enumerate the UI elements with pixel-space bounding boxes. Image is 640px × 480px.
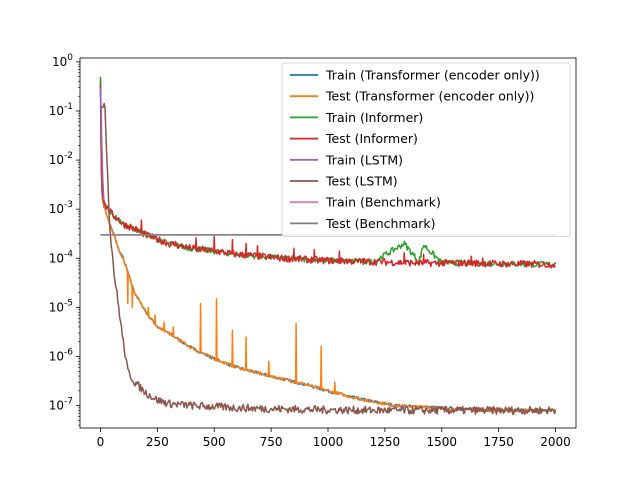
x-tick-label: 1250 <box>370 435 401 449</box>
legend-label-train-lstm: Train (LSTM) <box>325 152 403 167</box>
legend-label-train-transformer-encoder-only: Train (Transformer (encoder only)) <box>325 68 540 83</box>
legend-label-test-benchmark: Test (Benchmark) <box>325 216 436 231</box>
legend-box <box>281 62 571 238</box>
x-tick-label: 500 <box>203 435 226 449</box>
legend: Train (Transformer (encoder only)) Test (… <box>281 62 571 238</box>
series-line-test-informer <box>99 84 557 269</box>
x-axis: 0 250 500 750 1000 1250 1500 1750 2000 <box>97 428 571 449</box>
x-tick-label: 750 <box>260 435 283 449</box>
legend-label-train-benchmark: Train (Benchmark) <box>325 195 441 210</box>
x-tick-label: 2000 <box>540 435 571 449</box>
x-tick-label: 1500 <box>426 435 457 449</box>
x-tick-label: 0 <box>97 435 105 449</box>
series-line-test-lstm <box>100 102 557 416</box>
x-tick-label: 1750 <box>483 435 514 449</box>
legend-label-test-lstm: Test (LSTM) <box>325 174 398 189</box>
legend-label-train-informer: Train (Informer) <box>325 110 423 125</box>
legend-label-test-transformer-encoder-only: Test (Transformer (encoder only)) <box>325 89 534 104</box>
legend-label-test-informer: Test (Informer) <box>325 131 418 146</box>
x-tick-label: 250 <box>146 435 169 449</box>
x-tick-label: 1000 <box>313 435 344 449</box>
